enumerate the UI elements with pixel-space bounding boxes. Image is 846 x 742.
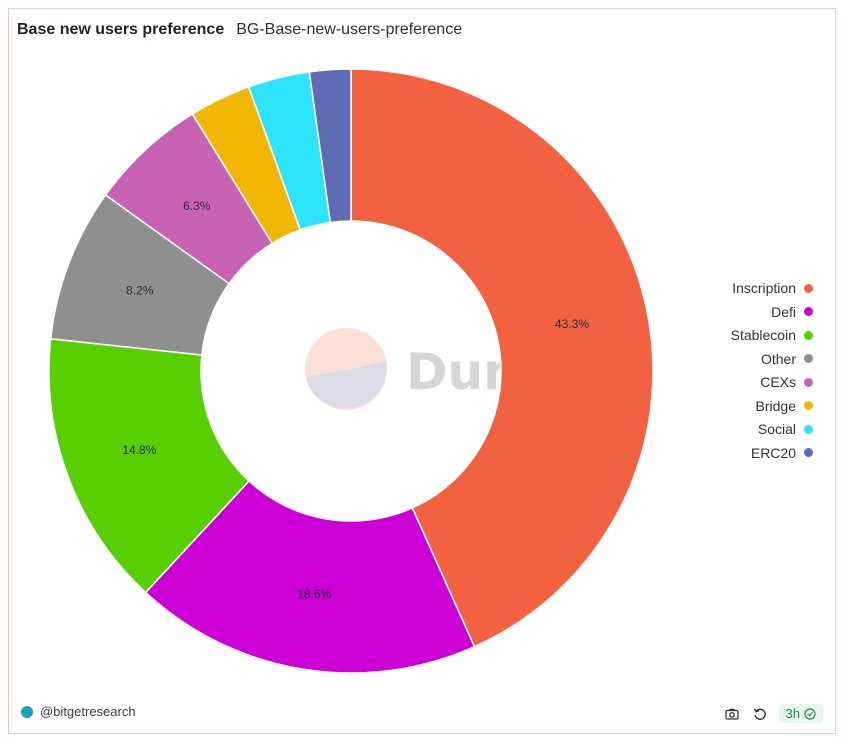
legend-swatch <box>804 448 813 458</box>
legend-label: CEXs <box>760 374 796 391</box>
legend-swatch <box>804 283 813 293</box>
legend-label: Defi <box>771 303 796 320</box>
chart-title: Base new users preference <box>17 21 225 38</box>
legend-swatch <box>804 354 813 364</box>
slice-label-other: 8.2% <box>126 283 154 297</box>
legend-swatch <box>804 330 813 340</box>
slice-label-inscription: 43.3% <box>555 317 589 331</box>
legend-swatch <box>804 307 813 317</box>
refresh-status-badge[interactable]: 3h <box>778 704 823 723</box>
author-handle: @bitgetresearch <box>40 704 136 719</box>
chart-card: Base new users preference BG-Base-new-us… <box>8 8 836 734</box>
legend-swatch <box>804 424 813 434</box>
author-credit[interactable]: @bitgetresearch <box>21 704 136 719</box>
legend-label: ERC20 <box>750 444 796 461</box>
donut-slices <box>48 68 654 674</box>
legend-item-social[interactable]: Social <box>731 420 813 439</box>
slice-erc20[interactable] <box>308 68 352 224</box>
slice-label-defi: 18.6% <box>297 587 331 601</box>
legend-item-other[interactable]: Other <box>731 350 813 369</box>
bitget-logo-icon <box>21 705 33 718</box>
legend-label: Stablecoin <box>730 327 796 344</box>
chart-legend: Inscription Defi Stablecoin Other CEXs Bridge… <box>731 279 813 462</box>
legend-item-cexs[interactable]: CEXs <box>731 373 813 392</box>
slice-label-cexs: 6.3% <box>183 199 211 213</box>
slice-stablecoin[interactable] <box>48 337 251 594</box>
legend-item-bridge[interactable]: Bridge <box>731 397 813 416</box>
legend-label: Bridge <box>755 397 796 414</box>
donut-chart: Dune 43.3%18.6%14.8%8.2%6.3% <box>48 68 654 674</box>
slice-label-stablecoin: 14.8% <box>122 443 156 457</box>
donut-slice-labels: 43.3% 18.6% 14.8% 8.2% 6.3% <box>122 199 589 601</box>
slice-defi[interactable] <box>144 479 476 674</box>
legend-label: Other <box>760 350 796 367</box>
legend-swatch <box>804 401 813 411</box>
refresh-icon[interactable] <box>751 705 769 723</box>
legend-label: Social <box>757 421 796 438</box>
chart-header: Base new users preference BG-Base-new-us… <box>17 21 462 39</box>
legend-swatch <box>804 377 813 387</box>
legend-label: Inscription <box>732 280 796 297</box>
dune-logo-bottom-icon <box>305 361 387 409</box>
legend-item-stablecoin[interactable]: Stablecoin <box>731 326 813 345</box>
legend-item-inscription[interactable]: Inscription <box>731 279 813 298</box>
slice-inscription[interactable] <box>350 68 654 648</box>
camera-icon[interactable] <box>723 705 741 723</box>
legend-item-defi[interactable]: Defi <box>731 303 813 322</box>
chart-actions: 3h <box>723 704 823 723</box>
chart-subtitle: BG-Base-new-users-preference <box>236 21 463 38</box>
refresh-age: 3h <box>785 706 800 721</box>
legend-item-erc20[interactable]: ERC20 <box>731 444 813 463</box>
check-circle-icon <box>804 707 816 720</box>
